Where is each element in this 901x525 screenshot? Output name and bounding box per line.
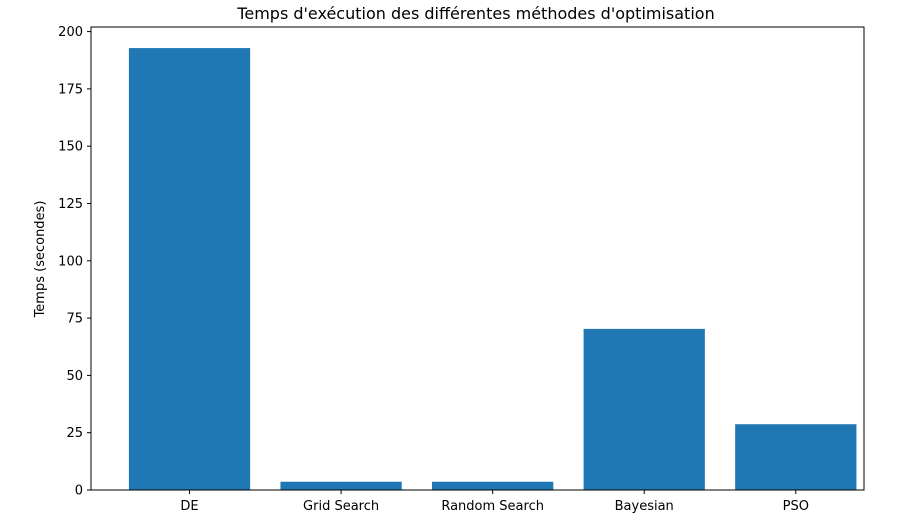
bar-random-search (432, 481, 554, 490)
bar-de (128, 48, 251, 490)
y-tick-label: 0 (75, 484, 83, 499)
bar-grid-search (280, 481, 402, 490)
y-tick-label: 100 (58, 254, 83, 269)
bar-pso (735, 424, 857, 490)
y-axis-ticks: 0 25 50 75 100 125 150 175 200 (58, 25, 91, 499)
x-tick-label: Bayesian (615, 499, 674, 514)
y-tick-label: 75 (66, 312, 83, 327)
y-tick-label: 175 (58, 82, 83, 97)
y-axis-label: Temps (secondes) (33, 201, 48, 319)
x-axis-ticks: DE Grid Search Random Search Bayesian PSO (180, 490, 809, 514)
y-tick-label: 125 (58, 197, 83, 212)
y-tick-label: 25 (66, 426, 83, 441)
x-tick-label: Grid Search (303, 499, 379, 514)
x-tick-label: DE (180, 499, 198, 514)
plot-area-frame (90, 26, 865, 491)
y-tick-label: 200 (58, 25, 83, 40)
chart-title: Temps d'exécution des différentes méthod… (236, 4, 714, 23)
x-tick-label: Random Search (441, 499, 544, 514)
bar-bayesian (583, 328, 705, 490)
y-tick-label: 50 (66, 369, 83, 384)
y-tick-label: 150 (58, 140, 83, 155)
x-tick-label: PSO (783, 499, 809, 514)
bars-group (128, 48, 857, 490)
